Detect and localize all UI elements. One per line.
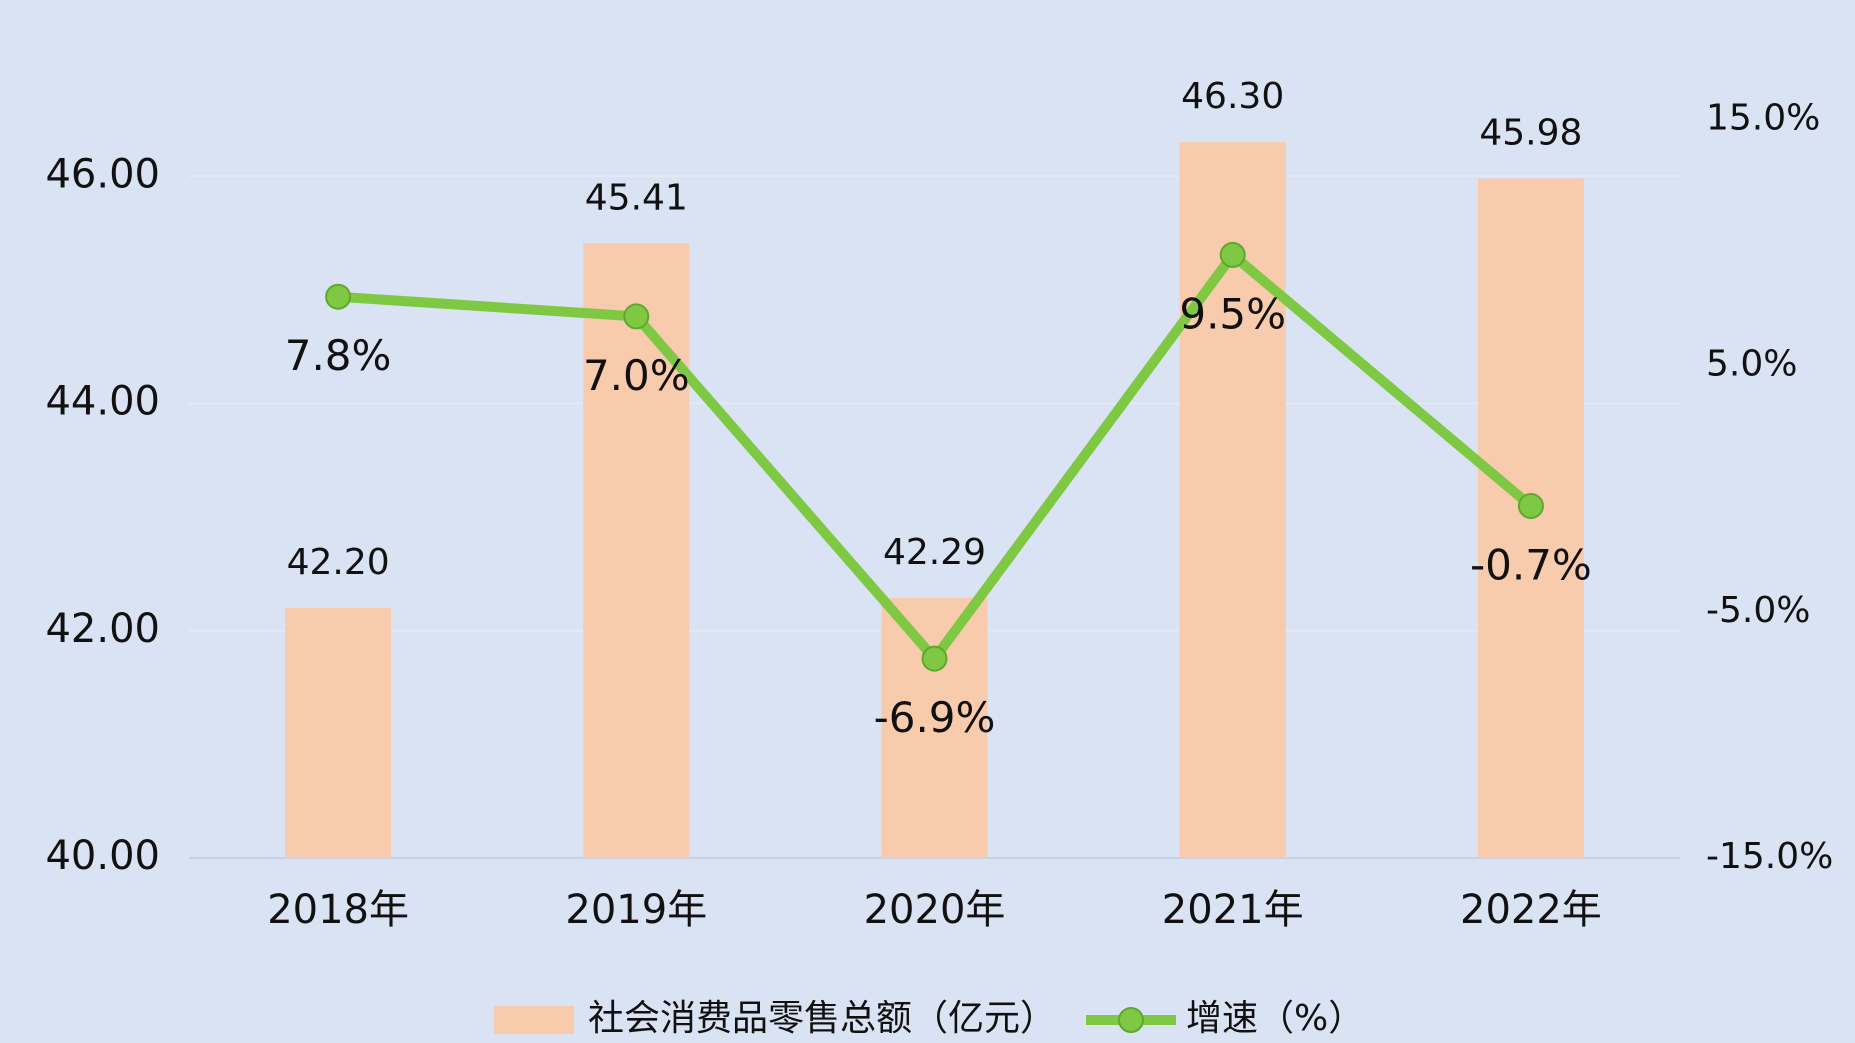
data-label: 9.5%: [1179, 289, 1286, 338]
line-marker: [1219, 241, 1246, 268]
legend-label: 增速（%）: [1186, 998, 1364, 1039]
x-tick-label: 2020年: [864, 887, 1006, 933]
line-marker: [325, 283, 352, 310]
data-label: 7.8%: [285, 331, 392, 380]
data-label: 45.98: [1479, 113, 1582, 154]
x-tick-label: 2019年: [565, 887, 707, 933]
data-label: -0.7%: [1470, 540, 1592, 589]
y-tick-label: 44.00: [45, 379, 160, 425]
data-label: 42.20: [287, 542, 390, 583]
bar: [285, 608, 392, 858]
bar: [881, 597, 988, 858]
line-marker: [921, 645, 948, 672]
data-label: 7.0%: [583, 351, 690, 400]
y-tick-label: 46.00: [45, 151, 160, 197]
bar: [583, 243, 690, 859]
y-tick-label: 40.00: [45, 833, 160, 879]
y2-tick-label: -15.0%: [1706, 836, 1833, 877]
x-tick-label: 2022年: [1460, 887, 1602, 933]
legend-swatch: [494, 1006, 574, 1034]
line-marker: [1517, 492, 1544, 519]
y2-tick-label: 15.0%: [1706, 98, 1820, 139]
data-label: -6.9%: [874, 693, 996, 742]
data-label: 42.29: [883, 532, 986, 573]
y2-tick-label: -5.0%: [1706, 590, 1810, 631]
legend-marker: [1118, 1007, 1144, 1033]
x-tick-label: 2018年: [267, 887, 409, 933]
line-marker: [623, 303, 650, 330]
y-tick-label: 42.00: [45, 606, 160, 652]
data-label: 46.30: [1181, 76, 1284, 117]
legend-label: 社会消费品零售总额（亿元）: [588, 998, 1056, 1039]
data-label: 45.41: [585, 177, 688, 218]
x-tick-label: 2021年: [1162, 887, 1304, 933]
y2-tick-label: 5.0%: [1706, 344, 1797, 385]
